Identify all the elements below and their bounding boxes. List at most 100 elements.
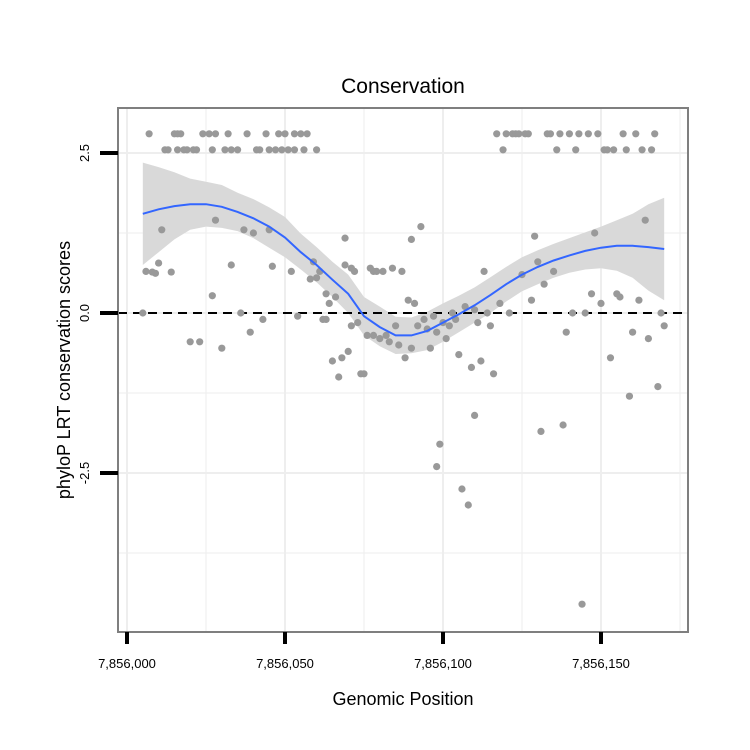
data-point [211,130,220,138]
data-point [410,299,419,307]
data-point [385,338,393,346]
data-point [347,322,355,330]
data-point [651,130,659,138]
data-point [243,130,251,138]
y-tick-label: 2.5 [77,144,92,162]
data-point [489,370,498,378]
data-point [467,363,476,371]
data-point [328,357,336,365]
data-point [477,357,485,365]
data-point [515,130,523,138]
data-point [186,338,194,346]
data-point [313,146,321,154]
data-point [603,146,611,154]
data-point [619,130,627,138]
data-point [448,309,457,317]
data-point [382,331,390,339]
x-tick-label: 7,856,000 [98,656,156,671]
data-point [313,274,321,282]
data-point [486,322,494,330]
data-point [407,344,415,352]
data-point [591,229,599,237]
data-point [294,312,302,320]
x-axis: 7,856,000 7,856,050 7,856,100 7,856,150 [98,632,630,671]
data-point [458,485,466,493]
chart-title: Conservation [341,75,465,98]
data-point [268,262,276,270]
confidence-ribbon [142,162,665,354]
data-point [635,296,643,304]
data-point [341,234,349,242]
data-points [139,130,668,608]
data-point [433,328,441,336]
x-tick-label: 7,856,150 [572,656,630,671]
data-point [376,335,384,343]
data-point [445,322,453,330]
data-point [461,303,469,311]
data-point [192,146,201,154]
x-tick-label: 7,856,100 [414,656,472,671]
data-point [256,146,264,154]
data-point [281,130,289,138]
data-point [493,130,501,138]
data-point [657,309,665,317]
data-point [177,130,185,138]
data-point [306,275,314,283]
data-point [297,130,305,138]
data-point [480,267,488,275]
data-point [534,258,542,266]
data-point [259,315,267,323]
data-point [546,130,555,138]
data-point [369,331,378,339]
data-point [499,146,507,154]
data-point [240,226,248,234]
data-point [208,146,216,154]
data-point [540,280,548,288]
data-point [271,146,280,154]
data-point [338,354,346,362]
data-point [572,146,580,154]
data-point [335,373,343,381]
data-point [300,146,308,154]
data-point [433,463,441,471]
data-point [360,370,368,378]
data-point [537,427,545,435]
data-point [278,146,286,154]
data-point [638,146,646,154]
data-point [205,130,213,138]
data-point [597,299,605,307]
data-point [139,309,147,317]
data-point [562,328,570,336]
data-point [227,146,235,154]
data-point [404,296,412,304]
data-point [426,344,434,352]
data-point [483,309,491,317]
smooth-trend-line [142,203,665,337]
data-point [331,293,340,301]
data-point [379,267,387,275]
data-point [414,322,422,330]
data-point [471,306,479,314]
data-point [303,130,311,138]
data-point [224,130,232,138]
y-tick-label: 0.0 [77,304,92,322]
data-point [575,130,583,138]
data-point [556,130,564,138]
data-point [341,261,349,269]
data-point [436,440,444,448]
data-point [208,292,216,300]
data-point [211,216,220,224]
data-point [407,235,415,243]
data-point [388,264,397,272]
data-point [221,146,229,154]
data-point [290,130,299,138]
data-point [632,130,640,138]
data-point [262,130,270,138]
data-point [145,130,153,138]
data-point [417,223,425,231]
data-point [524,130,532,138]
data-point [246,328,254,336]
data-point [464,501,472,509]
data-point [496,299,504,307]
data-point [392,322,400,330]
